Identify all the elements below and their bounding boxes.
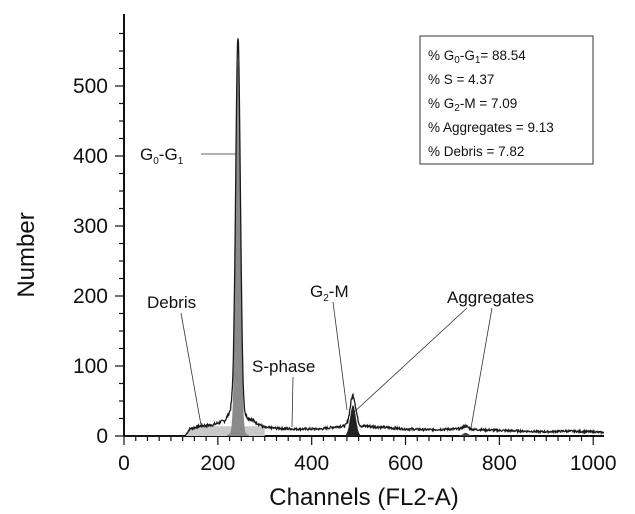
stats-box	[419, 35, 594, 165]
g2m-label: G2-M	[310, 282, 349, 304]
sphase-label: S-phase	[252, 357, 315, 376]
g2m-leader-line	[332, 301, 348, 411]
y-tick-label: 200	[73, 285, 108, 308]
axis-ticks: 0 200 400 600 800 1000 0 100 200 300 400 500	[73, 32, 617, 475]
aggregates-peak-fill	[458, 432, 474, 436]
y-tick-label: 300	[73, 215, 108, 238]
aggregates-leader-line-2	[470, 307, 493, 429]
g2m-peak-fill	[344, 405, 362, 436]
x-tick-label: 0	[118, 452, 130, 475]
y-axis-title: Number	[13, 212, 40, 297]
histogram-series-line	[124, 38, 605, 437]
x-tick-label: 600	[388, 452, 423, 475]
stat-g0g1: % G0-G1= 88.54	[428, 48, 526, 66]
x-tick-label: 400	[294, 452, 329, 475]
x-tick-label: 200	[200, 452, 235, 475]
g0g1-label: G0-G1	[140, 145, 184, 167]
peak-fills	[184, 59, 474, 437]
y-tick-label: 500	[73, 75, 108, 98]
x-tick-label: 1000	[570, 452, 617, 475]
y-tick-label: 0	[96, 425, 108, 448]
x-tick-label: 800	[482, 452, 517, 475]
aggregates-leader-line-1	[351, 307, 468, 415]
g0g1-peak-fill	[227, 59, 249, 437]
aggregates-label: Aggregates	[447, 288, 534, 307]
debris-leader-line	[180, 312, 202, 426]
annotation-leaders	[180, 153, 493, 429]
stat-s: % S = 4.37	[428, 72, 494, 87]
stat-aggregates: % Aggregates = 9.13	[428, 120, 554, 135]
debris-label: Debris	[147, 293, 196, 312]
sphase-leader-line	[291, 376, 294, 428]
y-tick-label: 100	[73, 355, 108, 378]
stat-g2m: % G2-M = 7.09	[428, 96, 517, 114]
x-axis-title: Channels (FL2-A)	[269, 484, 458, 511]
y-tick-label: 400	[73, 145, 108, 168]
stat-debris: % Debris = 7.82	[428, 144, 524, 159]
